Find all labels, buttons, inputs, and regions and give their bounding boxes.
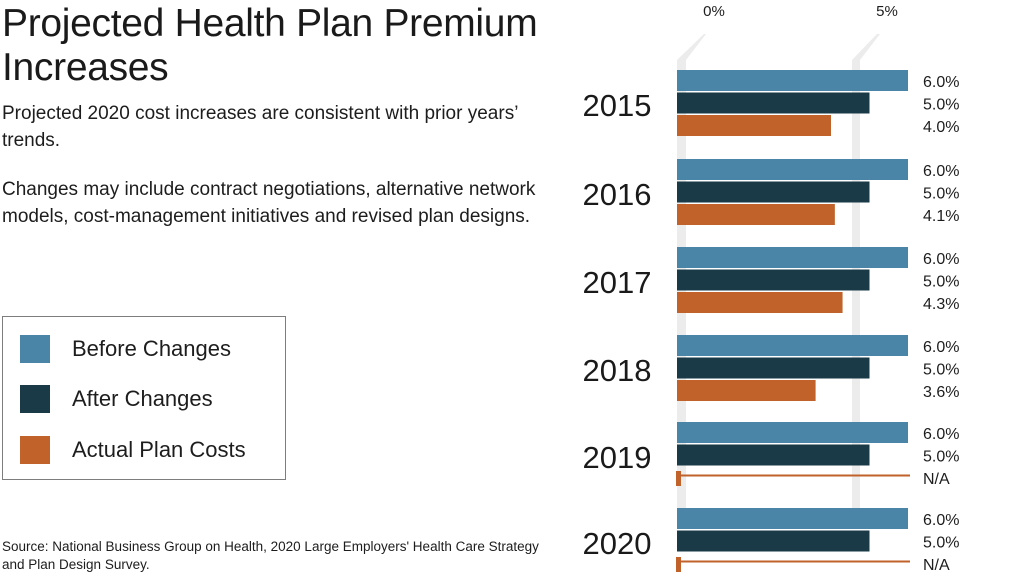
data-label: 5.0% (923, 186, 959, 203)
category-label: 2019 (583, 440, 652, 475)
bar (677, 335, 908, 356)
bar (677, 204, 835, 225)
data-label: N/A (923, 557, 950, 574)
data-label: 4.1% (923, 208, 959, 225)
bar (677, 508, 908, 529)
data-label: 5.0% (923, 535, 959, 552)
data-label: N/A (923, 471, 950, 488)
category-label: 2016 (583, 177, 652, 212)
bar (677, 292, 843, 313)
data-label: 6.0% (923, 426, 959, 443)
bar (677, 531, 870, 552)
premium-increase-chart: 0% 5% 2015 6.0% 5.0% 4.0% 2016 6.0% 5.0% 4.1% 2017… (0, 0, 1024, 585)
data-label: 6.0% (923, 339, 959, 356)
data-label: 6.0% (923, 163, 959, 180)
category-label: 2017 (583, 265, 652, 300)
data-label: 4.0% (923, 119, 959, 136)
data-label: 6.0% (923, 512, 959, 529)
category-label: 2018 (583, 353, 652, 388)
data-label: 5.0% (923, 97, 959, 114)
category-label: 2020 (583, 526, 652, 561)
bar-stub (676, 471, 681, 486)
bar (677, 445, 870, 466)
data-label: 3.6% (923, 384, 959, 401)
bar (677, 270, 870, 291)
bar (677, 422, 908, 443)
bar (677, 182, 870, 203)
data-label: 4.3% (923, 296, 959, 313)
category-label: 2015 (583, 88, 652, 123)
data-label: 6.0% (923, 251, 959, 268)
bar (677, 358, 870, 379)
bar (677, 70, 908, 91)
bar (677, 159, 908, 180)
bar (677, 380, 816, 401)
data-label: 5.0% (923, 449, 959, 466)
bar (677, 115, 831, 136)
data-label: 6.0% (923, 74, 959, 91)
bar (677, 93, 870, 114)
bar-stub (676, 557, 681, 572)
x-tick-label: 0% (703, 3, 725, 20)
data-label: 5.0% (923, 274, 959, 291)
data-label: 5.0% (923, 362, 959, 379)
bar (677, 247, 908, 268)
x-tick-label: 5% (876, 3, 898, 20)
